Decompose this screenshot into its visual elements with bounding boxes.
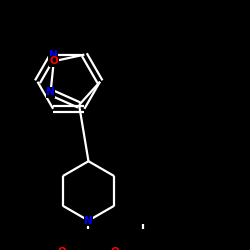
Text: O: O bbox=[50, 56, 58, 66]
Text: O: O bbox=[111, 247, 120, 250]
Text: N: N bbox=[49, 50, 58, 60]
Text: N: N bbox=[46, 87, 55, 97]
Text: N: N bbox=[84, 216, 93, 226]
Text: O: O bbox=[58, 247, 66, 250]
